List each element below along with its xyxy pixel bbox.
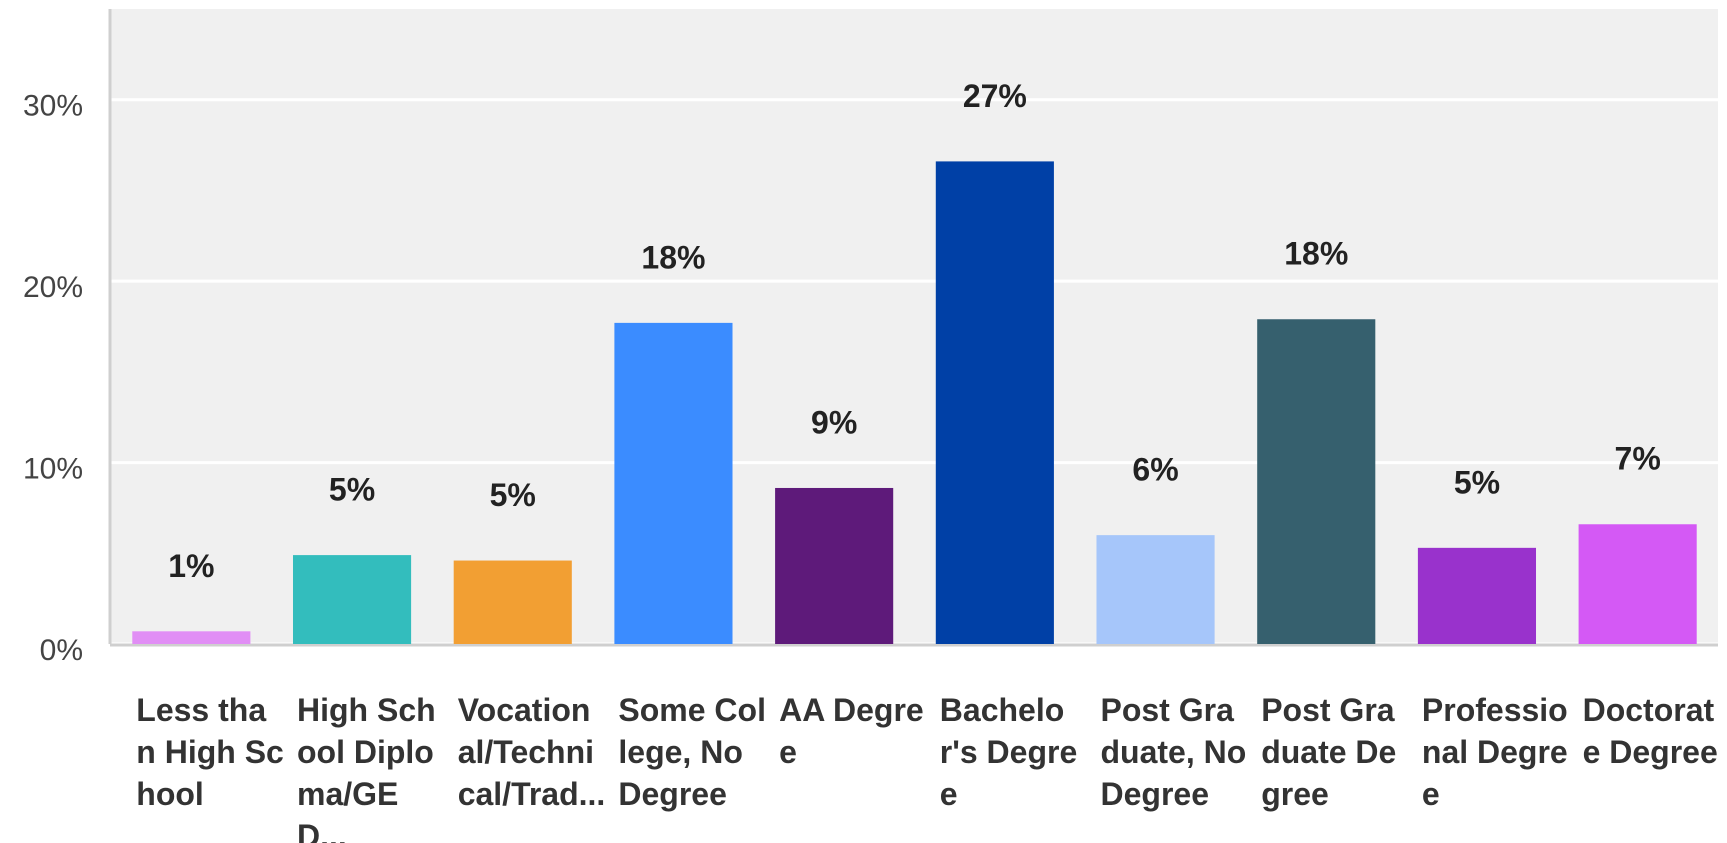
x-tick-label: AA Degree [779,692,924,770]
plot-background [111,9,1718,644]
x-tick-label: Less than High School [136,692,284,812]
value-label: 5% [490,477,536,513]
value-label: 5% [1454,464,1500,500]
bar [614,322,733,644]
x-tick-label: Professional Degree [1421,692,1568,812]
x-tick-label: Vocational/Technical/Trad... [457,692,606,812]
value-label: 1% [168,548,214,584]
x-tick-label: Some College, No Degree [618,692,766,812]
bar [935,161,1054,644]
y-tick-label: 20% [23,271,83,304]
bar [1096,535,1215,644]
bar [775,487,894,644]
y-tick-label: 30% [23,90,83,123]
value-label: 18% [641,239,705,275]
value-label: 9% [811,404,857,440]
bar [132,631,251,644]
value-label: 18% [1284,236,1348,272]
bar [1417,547,1537,644]
bar [1578,524,1697,644]
y-tick-label: 0% [40,634,83,667]
x-tick-label: Bachelor's Degree [939,692,1078,812]
bar [453,560,572,644]
x-tick-label: Post Graduate, No Degree [1100,692,1247,812]
x-tick-label: Doctorate Degree [1582,692,1718,770]
x-tick-label: Post Graduate Degree [1261,692,1397,812]
bar [292,555,412,644]
value-label: 5% [329,472,375,508]
bar [1257,319,1376,644]
x-tick-label: High School Diploma/GED... [296,692,436,843]
value-label: 6% [1132,452,1178,488]
y-tick-label: 10% [23,452,83,485]
value-label: 7% [1615,441,1661,477]
value-label: 27% [963,78,1027,114]
